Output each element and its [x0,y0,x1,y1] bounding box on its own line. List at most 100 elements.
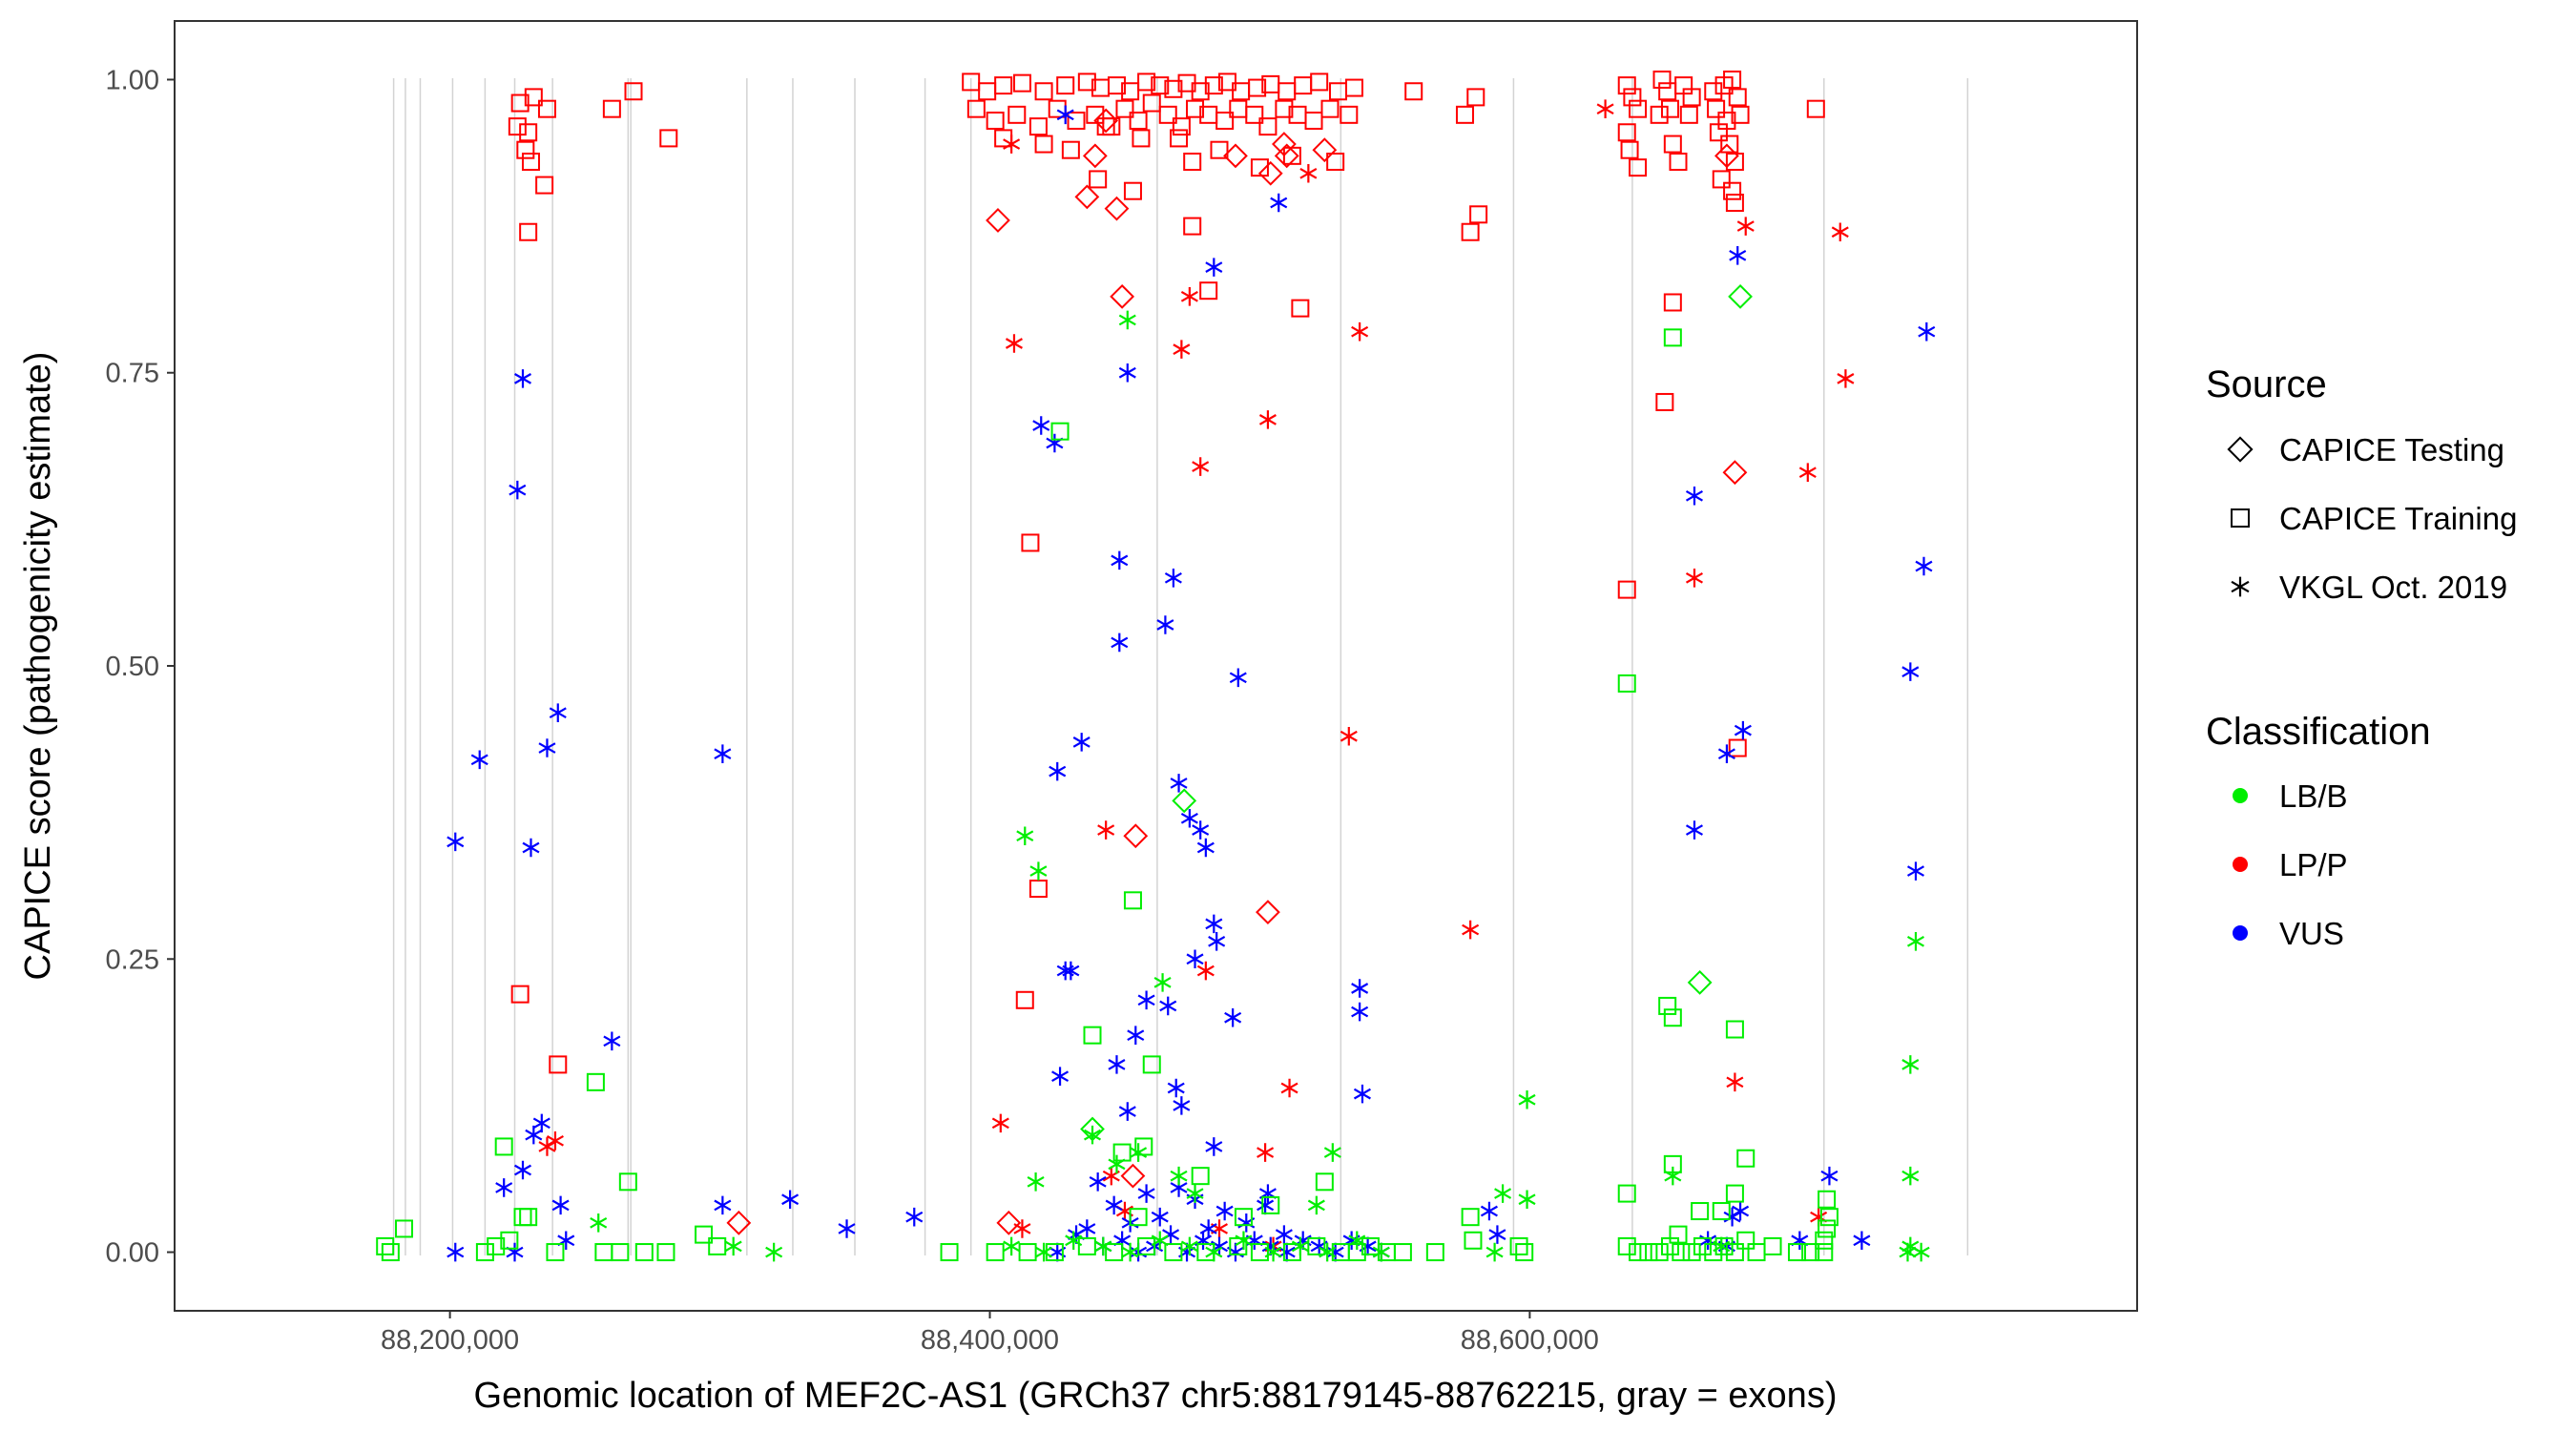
legend-item: LP/P [2233,847,2348,882]
data-point [1663,328,1682,347]
data-point [513,1208,532,1227]
data-point [1312,137,1338,163]
data-point [1291,299,1310,318]
data-point [1234,1208,1253,1227]
data-point [586,1072,605,1091]
data-point [1617,674,1636,693]
legend-label: VKGL Oct. 2019 [2279,570,2507,605]
data-point [1652,70,1672,89]
data-point [1115,99,1134,118]
data-point [1137,73,1156,92]
legend-title-source: Source [2206,363,2327,405]
data-point [1461,1208,1480,1227]
data-point [519,222,538,241]
data-point [1077,73,1096,92]
data-point [1687,969,1713,995]
y-tick-label: 0.75 [106,359,159,389]
data-point [1223,143,1248,169]
data-point [1250,158,1269,177]
data-point [1294,76,1313,95]
data-point [1663,135,1682,154]
data-point [1326,152,1345,171]
data-point [1121,1242,1139,1262]
x-axis-title: Genomic location of MEF2C-AS1 (GRCh37 ch… [474,1376,1838,1416]
data-point [1617,1236,1636,1255]
data-point [611,1243,630,1262]
legend-key-diamond [2227,436,2254,463]
data-point [1725,152,1744,171]
data-point [1180,1236,1198,1256]
data-point [508,117,527,136]
data-point [1118,363,1136,383]
data-point [1488,1225,1506,1244]
data-point [966,99,986,118]
data-point [1248,78,1267,97]
data-point [1837,369,1855,388]
data-point [1028,117,1048,136]
data-point [1137,990,1155,1010]
data-point [395,1219,414,1238]
data-point [1707,99,1726,118]
data-point [1003,1236,1021,1256]
data-point [1469,205,1488,224]
legend-item: VKGL Oct. 2019 [2231,570,2507,605]
y-tick-label: 0.25 [106,944,159,975]
data-point [1906,932,1925,951]
data-point [510,985,530,1004]
data-point [535,176,554,195]
legend-item: LB/B [2233,778,2348,814]
data-point [1596,99,1614,118]
y-tick-label: 0.50 [106,652,159,682]
data-point [1029,861,1048,881]
data-point [1725,194,1744,213]
data-point [1344,78,1363,97]
legend-key-asterisk [2231,576,2250,597]
data-point [381,1243,400,1262]
data-point [1663,1154,1682,1173]
data-point [1518,1089,1536,1110]
data-point [1899,1242,1917,1262]
data-point [1658,82,1677,101]
data-point [1714,1236,1734,1255]
data-point [1331,1243,1350,1262]
data-point [1204,76,1223,95]
data-point [1123,891,1142,910]
data-point [1104,196,1130,221]
data-point [962,73,981,92]
data-point [1351,1002,1369,1022]
data-point [1205,258,1223,277]
data-point [1328,82,1347,101]
data-point [447,1242,465,1262]
data-point [986,1243,1005,1262]
data-point [1815,1243,1834,1262]
data-point [522,838,540,858]
data-point [1639,1243,1658,1262]
data-point [1134,1137,1153,1156]
data-point [549,1055,568,1074]
data-point [1623,88,1642,107]
data-point [1180,809,1198,828]
data-point [1714,143,1739,169]
data-point [1299,164,1318,183]
data-point [1818,1219,1837,1238]
data-point [557,1231,575,1251]
data-point [1515,1243,1534,1262]
data-point [624,82,643,101]
data-point [618,1172,637,1192]
x-tick-label: 88,600,000 [1461,1325,1599,1356]
data-point [470,750,488,770]
data-point [1196,838,1215,858]
data-point [1186,1184,1204,1203]
data-point [1164,79,1183,98]
data-point [1034,135,1053,154]
data-point [519,123,538,142]
data-point [1191,82,1210,101]
data-point [1455,105,1474,124]
data-point [1173,1096,1191,1115]
data-point [1105,1243,1124,1262]
y-tick-label: 0.00 [106,1238,159,1269]
data-point [1093,108,1119,134]
data-point [1257,1195,1275,1215]
data-point [1172,788,1197,814]
data-point [1261,1195,1280,1214]
